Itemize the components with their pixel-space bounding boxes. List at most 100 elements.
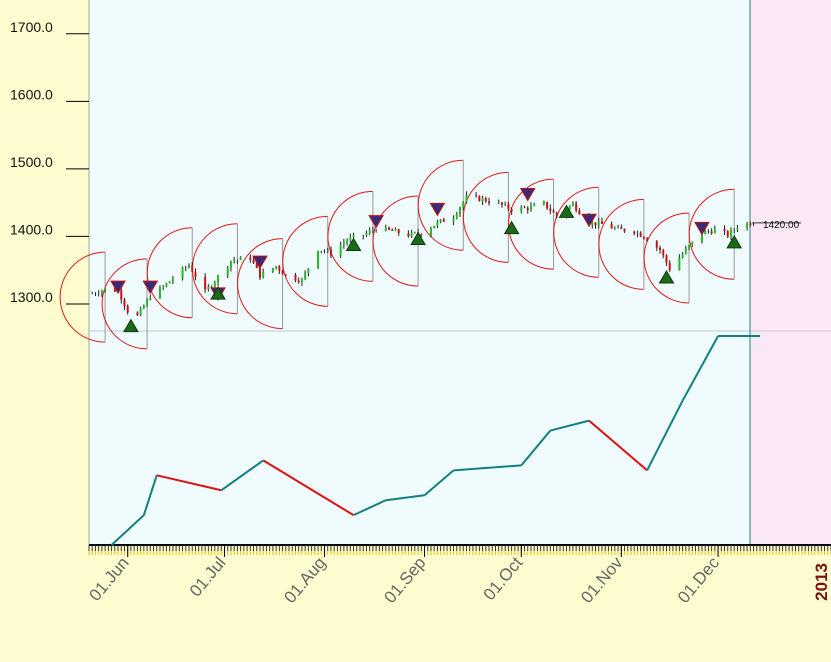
x-minor-tick-marker [427,551,428,555]
x-minor-tick-marker [347,551,348,555]
x-minor-tick-marker [237,551,238,555]
x-minor-tick-marker [476,551,477,555]
x-minor-tick-marker [498,551,499,555]
future-region [750,0,831,545]
x-minor-tick-marker [353,551,354,555]
x-minor-tick-marker [563,551,564,555]
x-minor-tick-marker [166,551,167,555]
x-minor-tick-marker [811,551,812,555]
x-minor-tick-marker [334,551,335,555]
x-minor-tick-marker [711,551,712,555]
x-minor-tick-marker [695,551,696,555]
x-minor-tick-marker [356,551,357,555]
x-minor-tick-marker [714,551,715,555]
x-minor-tick-marker [437,551,438,555]
x-minor-tick-marker [701,551,702,555]
x-minor-tick-marker [734,551,735,555]
x-minor-tick-marker [289,551,290,555]
y-tick-label: 1300.0 [10,289,53,305]
x-minor-tick-marker [821,551,822,555]
x-minor-tick-marker [814,551,815,555]
x-minor-tick-marker [556,551,557,555]
x-minor-tick-marker [669,551,670,555]
x-minor-tick-marker [311,551,312,555]
x-minor-tick-marker [279,551,280,555]
x-minor-tick-marker [698,551,699,555]
x-minor-tick-marker [650,551,651,555]
x-minor-tick-marker [456,551,457,555]
x-minor-tick-marker [469,551,470,555]
x-minor-tick-marker [163,551,164,555]
x-minor-tick-marker [792,551,793,555]
x-minor-tick-marker [211,551,212,555]
x-minor-tick-marker [466,551,467,555]
x-minor-tick-marker [382,551,383,555]
x-minor-tick-marker [411,551,412,555]
x-minor-tick-marker [176,551,177,555]
x-minor-tick-marker [598,551,599,555]
x-minor-tick-marker [227,551,228,555]
y-tick-label: 1400.0 [10,221,53,237]
x-minor-tick-marker [666,551,667,555]
x-minor-tick-marker [398,551,399,555]
x-minor-tick-marker [401,551,402,555]
x-minor-tick-marker [550,551,551,555]
x-minor-tick-marker [418,551,419,555]
x-minor-tick-marker [172,551,173,555]
x-minor-tick-marker [782,551,783,555]
x-minor-tick-marker [672,551,673,555]
x-minor-tick-marker [192,551,193,555]
x-minor-tick-marker [630,551,631,555]
x-minor-tick-marker [492,551,493,555]
x-minor-tick-marker [366,551,367,555]
x-minor-tick-marker [182,551,183,555]
last-price-label: 1420.00 [763,220,800,231]
x-minor-tick-marker [653,551,654,555]
x-minor-tick-marker [508,551,509,555]
x-minor-tick-marker [234,551,235,555]
x-minor-tick-marker [153,551,154,555]
x-minor-tick-marker [243,551,244,555]
x-minor-tick-marker [253,551,254,555]
x-minor-tick-marker [450,551,451,555]
x-minor-tick-marker [527,551,528,555]
x-minor-tick-marker [592,551,593,555]
x-minor-tick-marker [395,551,396,555]
x-minor-tick-marker [443,551,444,555]
x-minor-tick-marker [656,551,657,555]
x-minor-tick-marker [485,551,486,555]
x-minor-tick-marker [663,551,664,555]
x-minor-tick-marker [585,551,586,555]
x-minor-tick-marker [221,551,222,555]
x-minor-tick-marker [150,551,151,555]
x-minor-tick-marker [298,551,299,555]
x-minor-tick-marker [134,551,135,555]
x-minor-tick-marker [305,551,306,555]
x-minor-tick-marker [350,551,351,555]
x-minor-tick-marker [776,551,777,555]
x-minor-tick-marker [363,551,364,555]
x-minor-tick-marker [537,551,538,555]
y-tick-label: 1700.0 [10,19,53,35]
x-minor-tick-marker [430,551,431,555]
x-minor-tick-marker [769,551,770,555]
x-minor-tick-marker [740,551,741,555]
x-minor-tick-marker [579,551,580,555]
x-minor-tick-marker [98,551,99,555]
x-minor-tick-marker [189,551,190,555]
x-minor-tick-marker [156,551,157,555]
x-minor-tick-marker [308,551,309,555]
x-minor-tick-marker [789,551,790,555]
x-minor-tick-marker [618,551,619,555]
x-minor-tick-marker [130,551,131,555]
x-minor-tick-marker [147,551,148,555]
x-minor-tick-marker [463,551,464,555]
x-minor-tick-marker [595,551,596,555]
x-minor-tick-marker [250,551,251,555]
x-minor-tick-marker [479,551,480,555]
x-minor-tick-marker [272,551,273,555]
x-minor-tick-marker [753,551,754,555]
x-minor-tick-marker [121,551,122,555]
x-minor-tick-marker [601,551,602,555]
x-minor-tick-marker [263,551,264,555]
